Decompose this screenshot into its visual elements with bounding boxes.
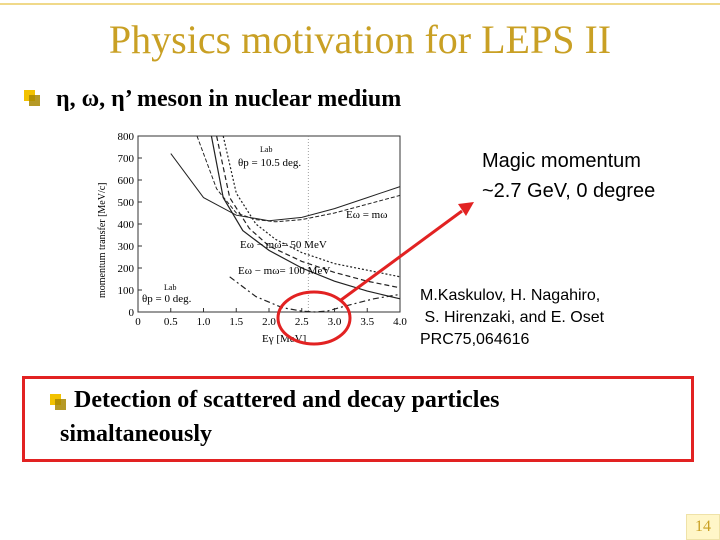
- curve-label-1: Eω = mω: [346, 209, 387, 221]
- top-divider: [0, 3, 720, 5]
- x-tick-label: 2.0: [262, 316, 276, 328]
- bullet-detection-line2: simaltaneously: [60, 421, 213, 447]
- magic-momentum-line2: ~2.7 GeV, 0 degree: [482, 180, 656, 202]
- y-tick-label: 300: [118, 241, 135, 253]
- detection-highlight-box: [22, 376, 694, 462]
- reference-line2: S. Hirenzaki, and E. Oset: [420, 309, 605, 326]
- top-bar: [0, 0, 720, 14]
- series-line: [196, 135, 401, 223]
- x-tick-label: 1.5: [229, 316, 243, 328]
- lab-label-top: Lab: [260, 145, 272, 154]
- curve-label-3: Eω − mω= 100 MeV: [238, 265, 330, 277]
- magic-momentum-line1: Magic momentum: [482, 150, 641, 172]
- x-tick-label: 0: [135, 316, 141, 328]
- momentum-transfer-figure: 0 0.5 1.0 1.5 2.0 2.5 3.0 3.5 4.0 0 100 200 300 400 50…: [92, 128, 412, 346]
- y-tick-label: 0: [129, 307, 135, 319]
- series-line: [222, 135, 401, 278]
- page-number: 14: [686, 514, 720, 540]
- bullet-icon: [50, 394, 67, 411]
- magic-arrow-head: [458, 202, 474, 216]
- x-tick-label: 3.0: [328, 316, 342, 328]
- series-line: [170, 153, 401, 222]
- bullet-detection-line1: Detection of scattered and decay particl…: [74, 387, 500, 413]
- bullet-icon: [24, 90, 41, 107]
- y-axis-label: momentum transfer [MeV/c]: [97, 182, 108, 298]
- bullet-meson-text: η, ω, η’ meson in nuclear medium: [56, 86, 402, 112]
- y-tick-label: 100: [118, 285, 135, 297]
- y-tick-label: 700: [118, 153, 135, 165]
- y-tick-label: 800: [118, 131, 135, 143]
- x-axis-label: Eγ [MeV]: [262, 333, 306, 345]
- x-tick-label: 3.5: [360, 316, 374, 328]
- reference-line1: M.Kaskulov, H. Nagahiro,: [420, 287, 601, 304]
- y-tick-label: 400: [118, 219, 135, 231]
- theta-label-bottom: θp = 0 deg.: [142, 293, 192, 305]
- x-tick-label: 1.0: [197, 316, 211, 328]
- theta-label-top: θp = 10.5 deg.: [238, 157, 301, 169]
- x-tick-label: 0.5: [164, 316, 178, 328]
- y-tick-label: 200: [118, 263, 135, 275]
- reference-line3: PRC75,064616: [420, 331, 530, 348]
- curve-label-2: Eω − mω= 50 MeV: [240, 239, 327, 251]
- slide-title: Physics motivation for LEPS II: [108, 17, 612, 62]
- x-tick-label: 4.0: [393, 316, 407, 328]
- x-tick-label: 2.5: [295, 316, 309, 328]
- y-tick-label: 500: [118, 197, 135, 209]
- lab-label-bottom: Lab: [164, 283, 176, 292]
- y-tick-label: 600: [118, 175, 135, 187]
